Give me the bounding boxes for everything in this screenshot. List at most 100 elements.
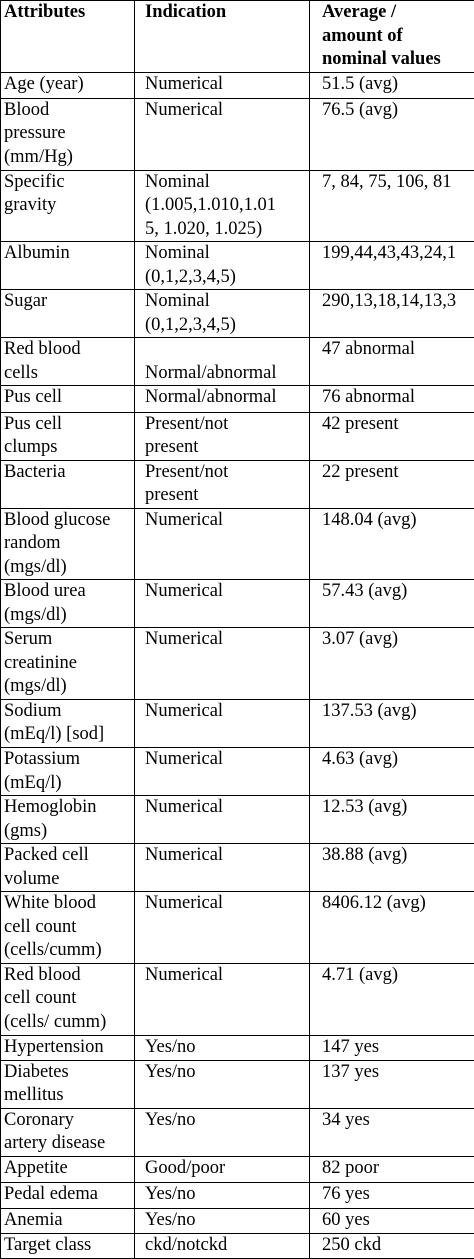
table-row: Appetite Good/poor 82 poor bbox=[0, 1155, 474, 1183]
value-cell: 199,44,43,43,24,1 bbox=[309, 241, 474, 291]
value-cell: 137.53 (avg) bbox=[309, 698, 474, 749]
indication-cell: Yes/no bbox=[134, 1059, 310, 1109]
attribute-cell: Sugar bbox=[0, 289, 135, 339]
value-cell: 137 yes bbox=[309, 1059, 474, 1109]
table-row: White blood cell count (cells/cumm) Numer… bbox=[0, 891, 474, 964]
header-row: Attributes Indication Average / amount o… bbox=[0, 0, 474, 73]
value-cell: 76.5 (avg) bbox=[309, 97, 474, 171]
value-cell: 42 present bbox=[309, 411, 474, 461]
value-cell: 76 abnormal bbox=[309, 385, 474, 413]
header-attributes: Attributes bbox=[0, 0, 135, 73]
attribute-cell: Pedal edema bbox=[0, 1181, 135, 1209]
indication-cell: Numerical bbox=[134, 843, 310, 893]
attribute-cell: Sodium (mEq/l) [sod] bbox=[0, 698, 135, 749]
value-cell: 57.43 (avg) bbox=[309, 579, 474, 629]
value-cell: 82 poor bbox=[309, 1155, 474, 1183]
attribute-cell: Hemoglobin (gms) bbox=[0, 795, 135, 845]
table-row: Bacteria Present/not present 22 present bbox=[0, 459, 474, 509]
value-cell: 148.04 (avg) bbox=[309, 507, 474, 581]
table-row: Target class ckd/notckd 250 ckd bbox=[0, 1232, 474, 1259]
attribute-cell: Appetite bbox=[0, 1155, 135, 1183]
attribute-cell: White blood cell count (cells/cumm) bbox=[0, 891, 135, 964]
table-row: Blood glucose random (mgs/dl) Numerical 14… bbox=[0, 507, 474, 581]
table-row: Potassium (mEq/l) Numerical 4.63 (avg) bbox=[0, 747, 474, 797]
table-row: Specific gravity Nominal (1.005,1.010,1.0… bbox=[0, 169, 474, 243]
table-row: Sugar Nominal (0,1,2,3,4,5) 290,13,18,14,1… bbox=[0, 289, 474, 339]
indication-cell: Nominal (0,1,2,3,4,5) bbox=[134, 241, 310, 291]
value-cell: 47 abnormal bbox=[309, 337, 474, 387]
value-cell: 34 yes bbox=[309, 1107, 474, 1157]
attribute-cell: Pus cell bbox=[0, 385, 135, 413]
indication-cell: Numerical bbox=[134, 97, 310, 171]
indication-cell: Numerical bbox=[134, 579, 310, 629]
attribute-cell: Target class bbox=[0, 1232, 135, 1259]
table-row: Hemoglobin (gms) Numerical 12.53 (avg) bbox=[0, 795, 474, 845]
value-cell: 8406.12 (avg) bbox=[309, 891, 474, 964]
indication-cell: Nominal (1.005,1.010,1.01 5, 1.020, 1.02… bbox=[134, 169, 310, 243]
attribute-cell: Albumin bbox=[0, 241, 135, 291]
indication-cell: Numerical bbox=[134, 698, 310, 749]
value-cell: 38.88 (avg) bbox=[309, 843, 474, 893]
value-cell: 7, 84, 75, 106, 81 bbox=[309, 169, 474, 243]
header-average-nominal: Average / amount of nominal values bbox=[309, 0, 474, 73]
indication-cell: Numerical bbox=[134, 627, 310, 700]
table-row: Blood pressure (mm/Hg) Numerical 76.5 (avg… bbox=[0, 97, 474, 171]
attribute-cell: Anemia bbox=[0, 1207, 135, 1234]
attribute-cell: Red blood cells bbox=[0, 337, 135, 387]
attribute-cell: Bacteria bbox=[0, 459, 135, 509]
indication-cell: Present/not present bbox=[134, 411, 310, 461]
attribute-cell: Blood urea (mgs/dl) bbox=[0, 579, 135, 629]
attribute-cell: Potassium (mEq/l) bbox=[0, 747, 135, 797]
indication-cell: Present/not present bbox=[134, 459, 310, 509]
attribute-cell: Pus cell clumps bbox=[0, 411, 135, 461]
attribute-cell: Serum creatinine (mgs/dl) bbox=[0, 627, 135, 700]
table-row: Sodium (mEq/l) [sod] Numerical 137.53 (avg… bbox=[0, 698, 474, 749]
indication-cell: Numerical bbox=[134, 71, 310, 99]
attribute-cell: Coronary artery disease bbox=[0, 1107, 135, 1157]
attribute-cell: Diabetes mellitus bbox=[0, 1059, 135, 1109]
table-row: Packed cell volume Numerical 38.88 (avg) bbox=[0, 843, 474, 893]
indication-cell: Nominal (0,1,2,3,4,5) bbox=[134, 289, 310, 339]
value-cell: 290,13,18,14,13,3 bbox=[309, 289, 474, 339]
indication-cell: Yes/no bbox=[134, 1181, 310, 1209]
indication-cell: Yes/no bbox=[134, 1207, 310, 1234]
attribute-cell: Blood pressure (mm/Hg) bbox=[0, 97, 135, 171]
table-row: Anemia Yes/no 60 yes bbox=[0, 1207, 474, 1234]
table-row: Blood urea (mgs/dl) Numerical 57.43 (avg) bbox=[0, 579, 474, 629]
table-row: Serum creatinine (mgs/dl) Numerical 3.07 (… bbox=[0, 627, 474, 700]
table-row: Age (year) Numerical 51.5 (avg) bbox=[0, 71, 474, 99]
value-cell: 250 ckd bbox=[309, 1232, 474, 1259]
indication-cell: Numerical bbox=[134, 962, 310, 1036]
value-cell: 147 yes bbox=[309, 1034, 474, 1061]
table-row: Albumin Nominal (0,1,2,3,4,5) 199,44,43,43… bbox=[0, 241, 474, 291]
value-cell: 3.07 (avg) bbox=[309, 627, 474, 700]
indication-cell: Yes/no bbox=[134, 1034, 310, 1061]
table-row: Coronary artery disease Yes/no 34 yes bbox=[0, 1107, 474, 1157]
attribute-cell: Hypertension bbox=[0, 1034, 135, 1061]
value-cell: 4.71 (avg) bbox=[309, 962, 474, 1036]
indication-cell: Normal/abnormal bbox=[134, 385, 310, 413]
attribute-cell: Red blood cell count (cells/ cumm) bbox=[0, 962, 135, 1036]
indication-cell: Numerical bbox=[134, 747, 310, 797]
value-cell: 12.53 (avg) bbox=[309, 795, 474, 845]
value-cell: 4.63 (avg) bbox=[309, 747, 474, 797]
indication-cell: ckd/notckd bbox=[134, 1232, 310, 1259]
indication-cell: Yes/no bbox=[134, 1107, 310, 1157]
indication-cell: Numerical bbox=[134, 795, 310, 845]
attribute-cell: Specific gravity bbox=[0, 169, 135, 243]
table-row: Hypertension Yes/no 147 yes bbox=[0, 1034, 474, 1061]
attribute-cell: Blood glucose random (mgs/dl) bbox=[0, 507, 135, 581]
attribute-cell: Packed cell volume bbox=[0, 843, 135, 893]
value-cell: 51.5 (avg) bbox=[309, 71, 474, 99]
indication-cell: Numerical bbox=[134, 891, 310, 964]
attribute-cell: Age (year) bbox=[0, 71, 135, 99]
table-row: Red blood cells Normal/abnormal 47 abnorma… bbox=[0, 337, 474, 387]
table-row: Red blood cell count (cells/ cumm) Numeri… bbox=[0, 962, 474, 1036]
indication-cell: Good/poor bbox=[134, 1155, 310, 1183]
value-cell: 60 yes bbox=[309, 1207, 474, 1234]
table-row: Diabetes mellitus Yes/no 137 yes bbox=[0, 1059, 474, 1109]
table-row: Pus cell Normal/abnormal 76 abnormal bbox=[0, 385, 474, 413]
table-row: Pus cell clumps Present/not present 42 pre… bbox=[0, 411, 474, 461]
value-cell: 22 present bbox=[309, 459, 474, 509]
